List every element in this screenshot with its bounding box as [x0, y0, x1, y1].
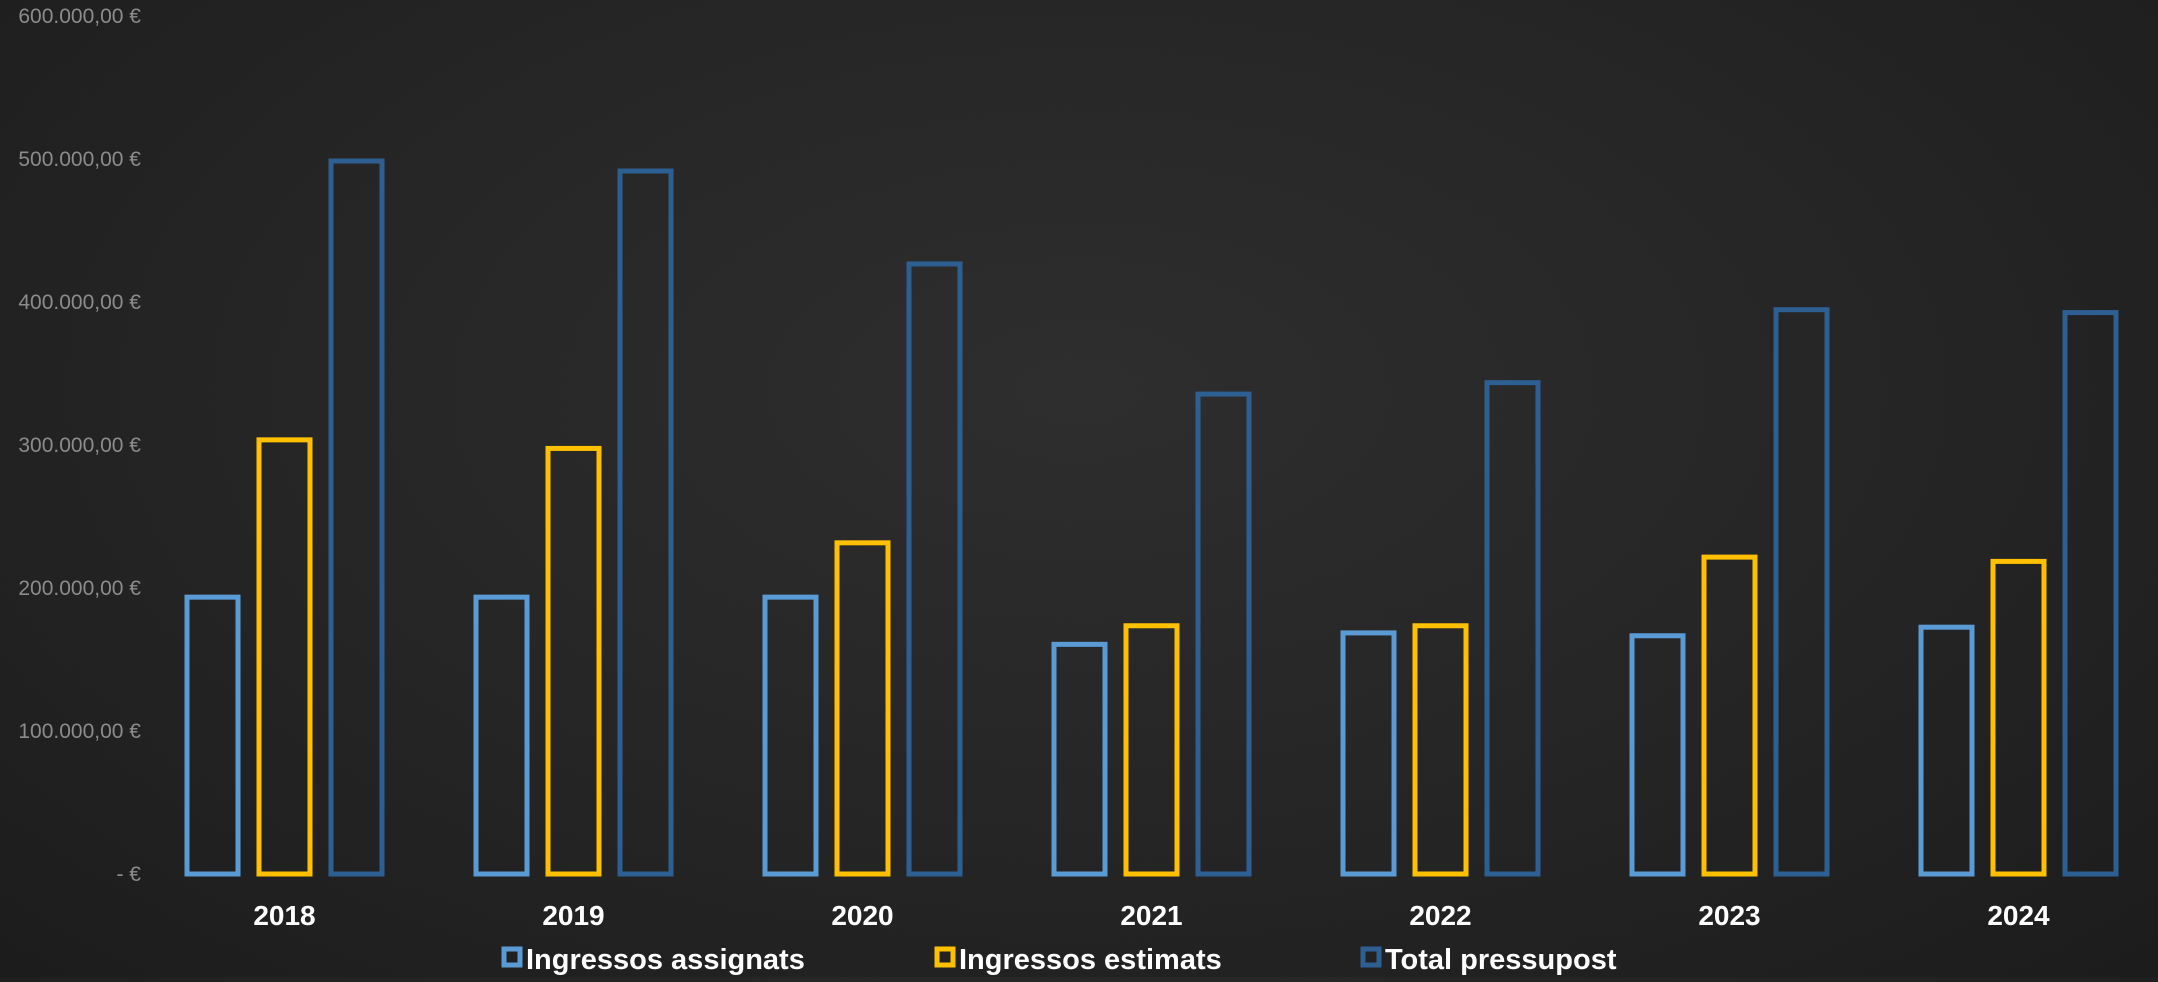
- y-tick-label: 300.000,00 €: [18, 434, 141, 457]
- bar-ingressos-assignats-2020: [762, 594, 819, 877]
- legend-swatch: [934, 946, 956, 968]
- x-tick-label: 2018: [253, 900, 315, 931]
- y-axis: - € 100.000,00 € 200.000,00 € 300.000,00 € 4…: [18, 5, 141, 886]
- y-tick-label: 100.000,00 €: [18, 720, 141, 743]
- x-tick-label: 2022: [1409, 900, 1471, 931]
- x-tick-label: 2019: [542, 900, 604, 931]
- bar-ingressos-assignats-2021: [1051, 641, 1108, 877]
- y-tick-label: - €: [116, 863, 141, 886]
- legend-item-total-pressupost: Total pressupost: [1360, 944, 1617, 976]
- legend-item-ingressos-estimats: Ingressos estimats: [934, 944, 1222, 976]
- bar-total-pressupost-2018: [328, 158, 385, 877]
- legend-swatch: [1360, 946, 1382, 968]
- bar-ingressos-assignats-2024: [1918, 624, 1975, 877]
- x-tick-label: 2020: [831, 900, 893, 931]
- y-tick-label: 400.000,00 €: [18, 291, 141, 314]
- x-axis: 2018 2019 2020 2021 2022 2023 2024: [253, 900, 2050, 931]
- x-tick-label: 2024: [1987, 900, 2050, 931]
- bar-ingressos-estimats-2024: [1990, 558, 2047, 877]
- bar-ingressos-estimats-2020: [834, 540, 891, 877]
- legend-item-ingressos-assignats: Ingressos assignats: [501, 944, 805, 976]
- x-tick-label: 2023: [1698, 900, 1760, 931]
- legend-label: Total pressupost: [1385, 944, 1617, 976]
- legend: Ingressos assignats Ingressos estimats Tot…: [501, 944, 1617, 976]
- bar-total-pressupost-2019: [617, 168, 674, 877]
- bar-total-pressupost-2020: [906, 261, 963, 877]
- bar-ingressos-assignats-2023: [1629, 633, 1686, 877]
- y-tick-label: 200.000,00 €: [18, 577, 141, 600]
- bar-total-pressupost-2021: [1195, 391, 1252, 877]
- legend-label: Ingressos estimats: [959, 944, 1222, 976]
- bar-ingressos-estimats-2023: [1701, 554, 1758, 877]
- bar-total-pressupost-2022: [1484, 380, 1541, 877]
- x-tick-label: 2021: [1120, 900, 1182, 931]
- bar-ingressos-estimats-2018: [256, 437, 313, 877]
- legend-swatch: [501, 946, 523, 968]
- legend-label: Ingressos assignats: [526, 944, 805, 976]
- bar-total-pressupost-2023: [1773, 307, 1830, 877]
- bar-ingressos-assignats-2019: [473, 594, 530, 877]
- y-tick-label: 500.000,00 €: [18, 148, 141, 171]
- bars: [184, 158, 2119, 877]
- bar-ingressos-estimats-2019: [545, 445, 602, 877]
- bar-ingressos-estimats-2021: [1123, 623, 1180, 877]
- y-tick-label: 600.000,00 €: [18, 5, 141, 28]
- bar-ingressos-estimats-2022: [1412, 623, 1469, 877]
- bar-ingressos-assignats-2022: [1340, 630, 1397, 877]
- bar-total-pressupost-2024: [2062, 310, 2119, 877]
- bar-ingressos-assignats-2018: [184, 594, 241, 877]
